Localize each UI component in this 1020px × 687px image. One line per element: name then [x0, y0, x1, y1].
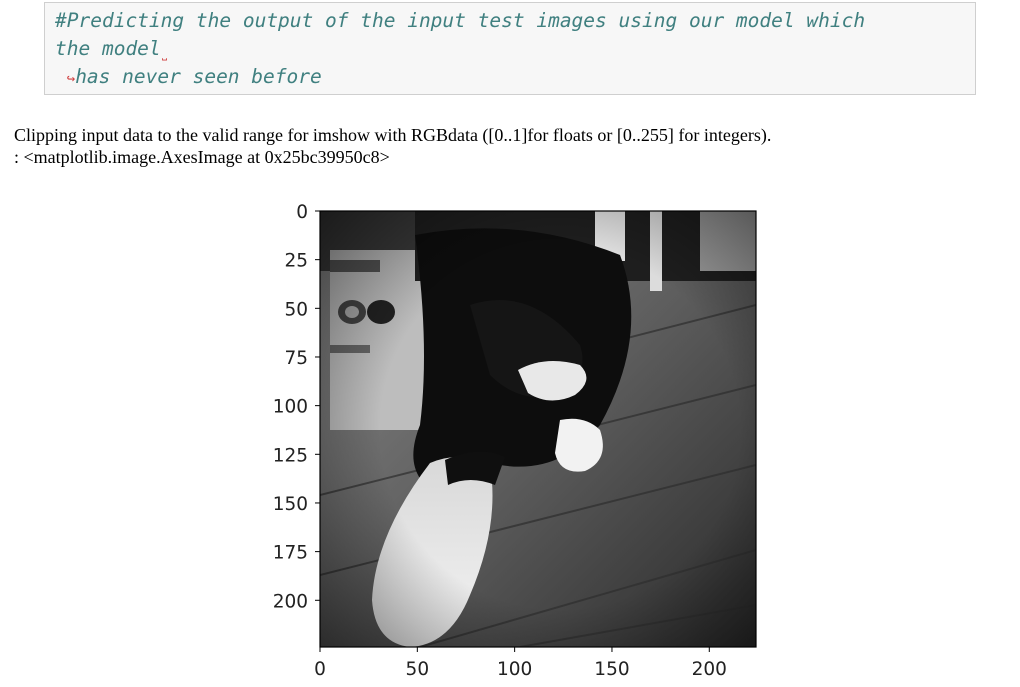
x-tick-label: 200 [692, 659, 727, 680]
x-tick-label: 150 [594, 659, 629, 680]
code-cell[interactable]: #Predicting the output of the input test… [44, 2, 976, 95]
y-tick-label: 25 [284, 251, 308, 272]
clipping-warning: Clipping input data to the valid range f… [14, 125, 772, 145]
code-line-2-text: the model [55, 37, 161, 60]
code-line-2: the model˽ [55, 35, 965, 63]
x-tick-label: 0 [314, 659, 326, 680]
line-continuation-icon: ↪ [66, 71, 76, 87]
x-tick-label: 50 [406, 659, 430, 680]
code-line-3: ↪has never seen before [55, 63, 965, 91]
code-line-3-text: has never seen before [75, 65, 322, 88]
y-axis: 0 25 50 75 100 125 150 175 200 [273, 202, 320, 612]
cell-output: Clipping input data to the valid range f… [14, 124, 1004, 168]
y-tick-label: 200 [273, 591, 308, 612]
x-tick-label: 100 [497, 659, 532, 680]
y-tick-label: 175 [273, 543, 308, 564]
line-wrap-icon: ˽ [160, 47, 169, 62]
y-tick-label: 0 [296, 202, 308, 223]
y-tick-label: 150 [273, 494, 308, 515]
cat-photo [320, 211, 756, 647]
y-tick-label: 75 [284, 348, 308, 369]
y-tick-label: 100 [273, 397, 308, 418]
axes-frame [319, 210, 757, 648]
code-line-1: #Predicting the output of the input test… [55, 9, 866, 32]
x-axis: 0 50 100 150 200 [314, 647, 727, 680]
y-tick-label: 125 [273, 445, 308, 466]
imshow-figure: 0 25 50 75 100 125 150 175 200 0 50 100 150 200 [0, 195, 1020, 682]
output-result: : <matplotlib.image.AxesImage at 0x25bc3… [14, 147, 390, 167]
figure-svg: 0 25 50 75 100 125 150 175 200 0 50 100 150 200 [273, 202, 757, 680]
y-tick-label: 50 [284, 299, 308, 320]
